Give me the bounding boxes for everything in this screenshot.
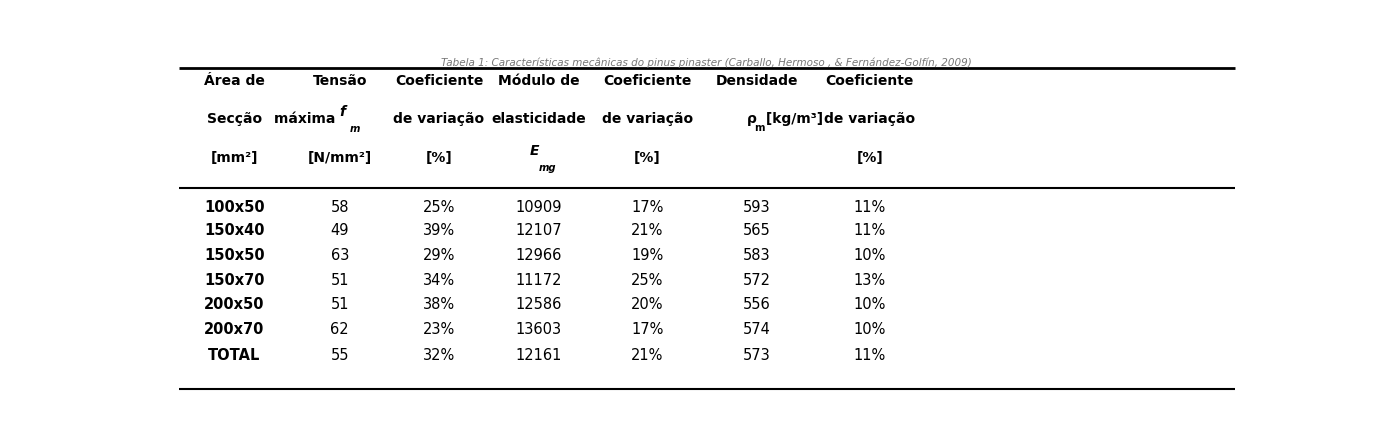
- Text: [kg/m³]: [kg/m³]: [761, 112, 823, 126]
- Text: máxima: máxima: [273, 112, 339, 126]
- Text: 10%: 10%: [854, 322, 887, 337]
- Text: 23%: 23%: [423, 322, 455, 337]
- Text: 12966: 12966: [516, 248, 563, 263]
- Text: 556: 556: [743, 297, 771, 312]
- Text: 12586: 12586: [516, 297, 563, 312]
- Text: 13603: 13603: [516, 322, 563, 337]
- Text: 11%: 11%: [854, 200, 885, 215]
- Text: [N/mm²]: [N/mm²]: [308, 151, 372, 164]
- Text: 11%: 11%: [854, 348, 885, 363]
- Text: [mm²]: [mm²]: [211, 151, 258, 164]
- Text: 574: 574: [743, 322, 771, 337]
- Text: de variação: de variação: [601, 112, 694, 126]
- Text: 11%: 11%: [854, 223, 885, 238]
- Text: 593: 593: [743, 200, 771, 215]
- Text: E: E: [530, 143, 539, 158]
- Text: 20%: 20%: [632, 297, 663, 312]
- Text: 200x50: 200x50: [204, 297, 265, 312]
- Text: [%]: [%]: [634, 151, 661, 164]
- Text: 34%: 34%: [423, 273, 455, 287]
- Text: 572: 572: [743, 273, 771, 287]
- Text: 10%: 10%: [854, 248, 887, 263]
- Text: 17%: 17%: [632, 322, 663, 337]
- Text: mg: mg: [539, 163, 557, 173]
- Text: 565: 565: [743, 223, 771, 238]
- Text: 11172: 11172: [516, 273, 563, 287]
- Text: de variação: de variação: [393, 112, 484, 126]
- Text: 200x70: 200x70: [204, 322, 265, 337]
- Text: 21%: 21%: [632, 348, 663, 363]
- Text: 10%: 10%: [854, 297, 887, 312]
- Text: f: f: [339, 105, 346, 119]
- Text: 25%: 25%: [632, 273, 663, 287]
- Text: 150x50: 150x50: [204, 248, 265, 263]
- Text: 49: 49: [331, 223, 349, 238]
- Text: [%]: [%]: [426, 151, 452, 164]
- Text: 150x40: 150x40: [204, 223, 265, 238]
- Text: 17%: 17%: [632, 200, 663, 215]
- Text: 10909: 10909: [516, 200, 563, 215]
- Text: 55: 55: [331, 348, 349, 363]
- Text: Coeficiente: Coeficiente: [603, 74, 692, 88]
- Text: elasticidade: elasticidade: [491, 112, 586, 126]
- Text: 573: 573: [743, 348, 771, 363]
- Text: Módulo de: Módulo de: [498, 74, 579, 88]
- Text: 38%: 38%: [423, 297, 455, 312]
- Text: m: m: [754, 122, 765, 133]
- Text: 32%: 32%: [423, 348, 455, 363]
- Text: 58: 58: [331, 200, 349, 215]
- Text: de variação: de variação: [825, 112, 916, 126]
- Text: Coeficiente: Coeficiente: [826, 74, 914, 88]
- Text: m: m: [350, 124, 360, 135]
- Text: 63: 63: [331, 248, 349, 263]
- Text: 25%: 25%: [423, 200, 455, 215]
- Text: Área de: Área de: [204, 74, 265, 88]
- Text: 12161: 12161: [516, 348, 563, 363]
- Text: 21%: 21%: [632, 223, 663, 238]
- Text: Tabela 1: Características mecânicas do pinus pinaster (Carballo, Hermoso , & Fer: Tabela 1: Características mecânicas do p…: [441, 58, 972, 68]
- Text: 12107: 12107: [516, 223, 563, 238]
- Text: TOTAL: TOTAL: [208, 348, 261, 363]
- Text: 29%: 29%: [423, 248, 455, 263]
- Text: Secção: Secção: [207, 112, 262, 126]
- Text: [%]: [%]: [856, 151, 884, 164]
- Text: 19%: 19%: [632, 248, 663, 263]
- Text: 51: 51: [331, 297, 349, 312]
- Text: 62: 62: [331, 322, 349, 337]
- Text: 51: 51: [331, 273, 349, 287]
- Text: 100x50: 100x50: [204, 200, 265, 215]
- Text: 583: 583: [743, 248, 771, 263]
- Text: 13%: 13%: [854, 273, 885, 287]
- Text: Tensão: Tensão: [313, 74, 367, 88]
- Text: Coeficiente: Coeficiente: [394, 74, 483, 88]
- Text: ρ: ρ: [747, 112, 757, 126]
- Text: 150x70: 150x70: [204, 273, 265, 287]
- Text: Densidade: Densidade: [716, 74, 798, 88]
- Text: 39%: 39%: [423, 223, 455, 238]
